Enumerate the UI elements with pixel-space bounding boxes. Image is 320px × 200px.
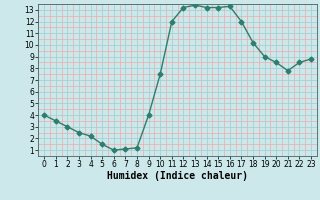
X-axis label: Humidex (Indice chaleur): Humidex (Indice chaleur): [107, 171, 248, 181]
